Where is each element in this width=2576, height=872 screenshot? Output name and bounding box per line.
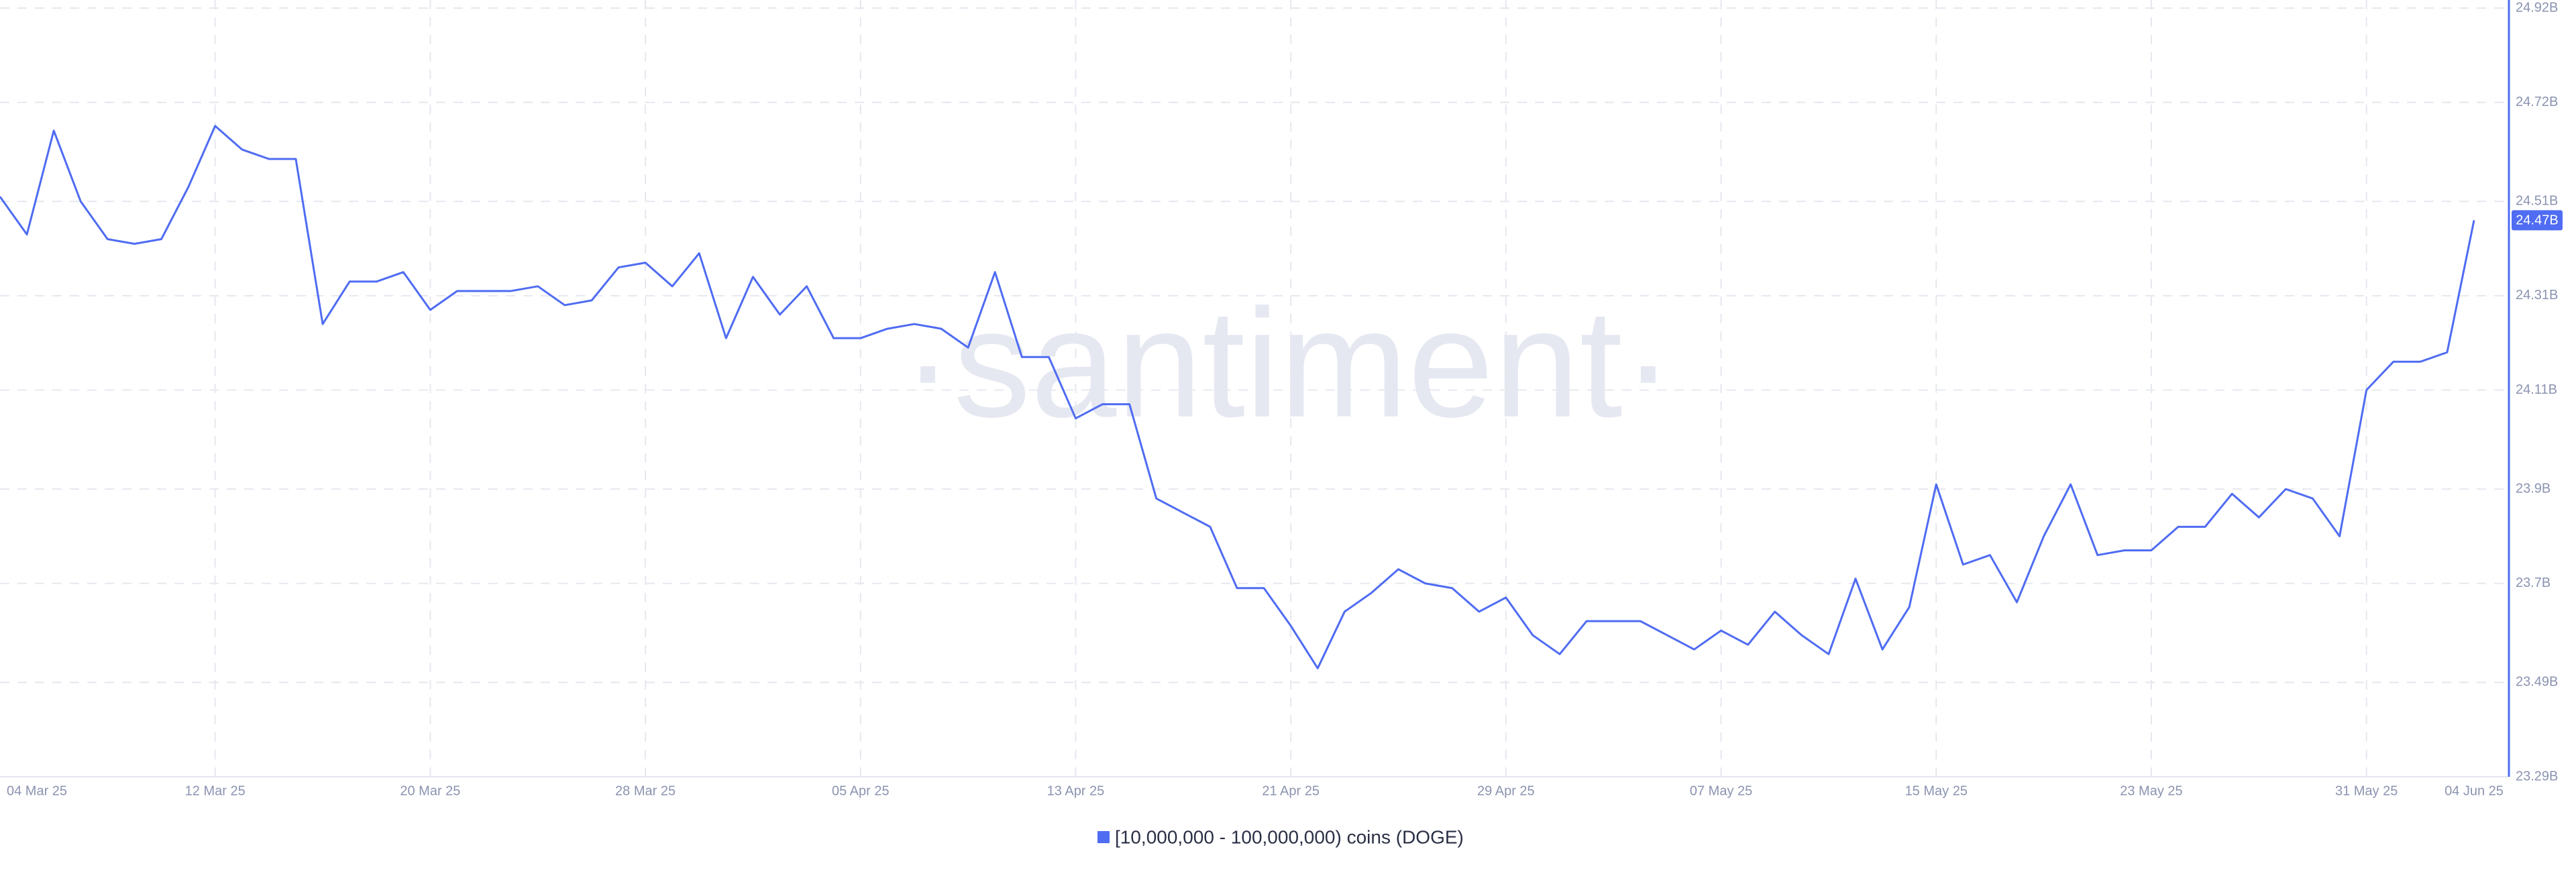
current-value-badge xyxy=(2512,210,2563,231)
y-tick-label: 24.51B xyxy=(2516,194,2558,209)
x-tick-label: 28 Mar 25 xyxy=(615,783,676,798)
current-value-label: 24.47B xyxy=(2516,213,2558,228)
y-tick-label: 24.31B xyxy=(2516,288,2558,303)
x-tick-label: 12 Mar 25 xyxy=(185,783,246,798)
y-tick-label: 23.7B xyxy=(2516,576,2551,590)
y-tick-label: 23.9B xyxy=(2516,481,2551,496)
legend-label: [10,000,000 - 100,000,000) coins (DOGE) xyxy=(1115,826,1464,847)
y-tick-label: 24.72B xyxy=(2516,95,2558,109)
x-tick-label: 04 Mar 25 xyxy=(7,783,67,798)
legend-swatch xyxy=(1097,831,1110,843)
x-tick-label: 20 Mar 25 xyxy=(400,783,460,798)
y-tick-label: 23.49B xyxy=(2516,675,2558,690)
x-tick-label: 15 May 25 xyxy=(1905,783,1968,798)
x-tick-label: 29 Apr 25 xyxy=(1477,783,1535,798)
x-tick-label: 13 Apr 25 xyxy=(1047,783,1105,798)
x-tick-label: 05 Apr 25 xyxy=(832,783,890,798)
x-tick-label: 23 May 25 xyxy=(2120,783,2182,798)
data-line xyxy=(0,125,2475,669)
x-tick-label: 04 Jun 25 xyxy=(2445,783,2504,798)
watermark: ·santiment· xyxy=(902,277,1674,449)
y-tick-label: 24.92B xyxy=(2516,0,2558,15)
x-tick-label: 07 May 25 xyxy=(1690,783,1752,798)
x-tick-label: 21 Apr 25 xyxy=(1262,783,1320,798)
x-tick-label: 31 May 25 xyxy=(2335,783,2398,798)
y-tick-label: 24.11B xyxy=(2516,382,2557,397)
y-tick-label: 23.29B xyxy=(2516,769,2558,783)
